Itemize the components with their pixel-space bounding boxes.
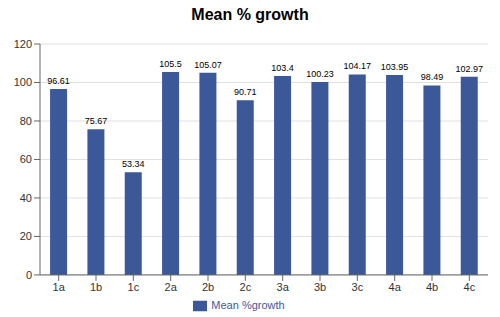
- svg-text:103.4: 103.4: [271, 63, 294, 73]
- svg-text:105.07: 105.07: [194, 60, 222, 70]
- svg-text:40: 40: [20, 192, 32, 204]
- svg-text:100.23: 100.23: [306, 69, 334, 79]
- svg-text:104.17: 104.17: [343, 61, 371, 71]
- svg-text:102.97: 102.97: [455, 64, 483, 74]
- svg-text:100: 100: [14, 76, 32, 88]
- svg-text:3b: 3b: [314, 281, 326, 293]
- svg-text:2c: 2c: [240, 281, 252, 293]
- svg-text:1c: 1c: [128, 281, 140, 293]
- svg-text:96.61: 96.61: [47, 76, 70, 86]
- svg-text:90.71: 90.71: [234, 87, 257, 97]
- svg-text:2b: 2b: [202, 281, 214, 293]
- svg-text:1b: 1b: [90, 281, 102, 293]
- svg-text:98.49: 98.49: [421, 72, 444, 82]
- svg-text:1a: 1a: [53, 281, 66, 293]
- svg-text:3c: 3c: [352, 281, 364, 293]
- html-text:Mean %growth: Mean %growth: [211, 298, 285, 311]
- svg-text:53.34: 53.34: [122, 159, 145, 169]
- svg-text:120: 120: [14, 38, 32, 50]
- svg-text:0: 0: [26, 269, 32, 281]
- html-text:Mean % growth: Mean % growth: [191, 6, 309, 23]
- svg-text:4b: 4b: [426, 281, 438, 293]
- svg-text:60: 60: [20, 153, 32, 165]
- svg-text:103.95: 103.95: [381, 62, 409, 72]
- svg-text:4c: 4c: [464, 281, 476, 293]
- svg-text:3a: 3a: [277, 281, 290, 293]
- svg-text:4a: 4a: [389, 281, 402, 293]
- svg-text:80: 80: [20, 115, 32, 127]
- svg-text:105.5: 105.5: [159, 59, 182, 69]
- svg-text:20: 20: [20, 230, 32, 242]
- svg-text:75.67: 75.67: [85, 116, 108, 126]
- svg-text:2a: 2a: [165, 281, 178, 293]
